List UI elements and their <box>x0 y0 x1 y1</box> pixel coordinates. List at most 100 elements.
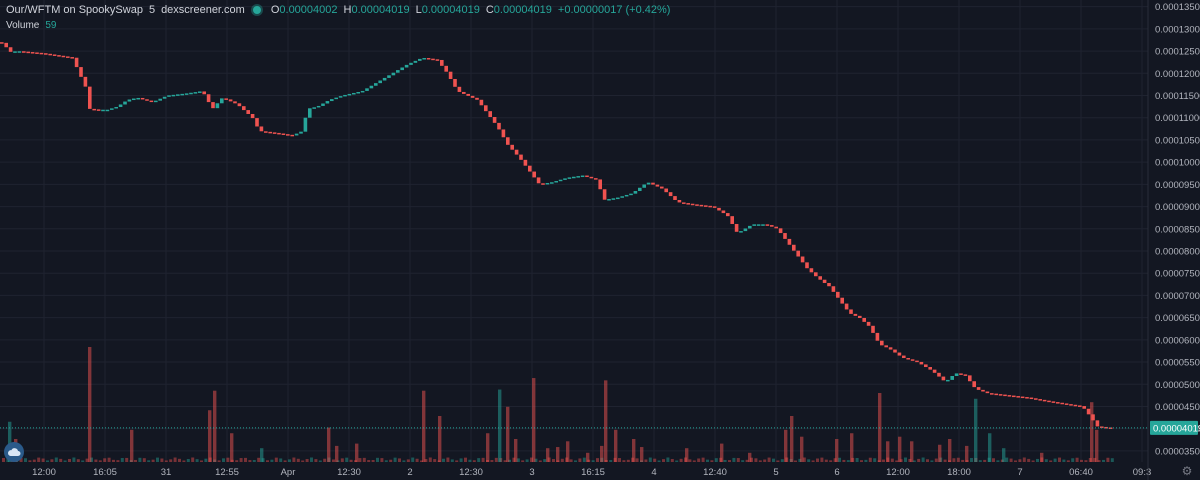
candle <box>704 205 708 207</box>
candle <box>316 105 321 108</box>
candle <box>748 225 752 229</box>
candle <box>1095 420 1100 427</box>
candle <box>602 189 607 200</box>
volume-bar <box>824 459 828 462</box>
volume-bar <box>534 458 538 462</box>
candle <box>448 71 453 79</box>
candle <box>607 199 611 201</box>
candle <box>1056 402 1060 404</box>
ohlc-open: O0.00004002 <box>270 4 338 16</box>
volume-bar <box>450 459 454 462</box>
volume-bar <box>965 445 969 462</box>
x-tick-label: 16:05 <box>93 467 117 478</box>
volume-bar <box>138 457 142 462</box>
candle <box>906 358 910 360</box>
volume-bar <box>459 458 463 462</box>
volume-bar <box>279 458 283 462</box>
candle <box>246 110 250 114</box>
candle <box>528 165 532 172</box>
cloud-icon[interactable] <box>4 442 24 462</box>
candle <box>242 106 246 111</box>
volume-bar <box>855 458 859 462</box>
candle <box>57 55 61 57</box>
volume-bar <box>112 459 115 462</box>
volume-bar <box>688 459 692 462</box>
candle <box>915 360 919 363</box>
volume-bar <box>274 457 278 462</box>
candle <box>1007 395 1012 397</box>
candle <box>259 126 264 132</box>
candle <box>303 117 308 132</box>
volume-bar <box>59 458 63 462</box>
candle <box>409 62 413 65</box>
x-tick-label: 2 <box>407 467 412 478</box>
candle <box>492 117 497 123</box>
candle <box>682 202 686 204</box>
candle <box>250 113 255 119</box>
volume-bar <box>217 460 221 462</box>
candle <box>343 94 347 97</box>
volume-bar <box>8 421 12 462</box>
volume-bar <box>898 436 902 462</box>
candle <box>453 78 457 87</box>
candle <box>893 349 897 353</box>
volume-bar <box>327 427 331 462</box>
candle <box>888 347 893 350</box>
volume-bar <box>798 458 802 462</box>
volume-bar <box>398 458 401 462</box>
candle <box>959 373 963 375</box>
candle <box>44 53 48 55</box>
volume-bar <box>486 433 490 462</box>
candle <box>193 92 198 94</box>
volume-bar <box>46 460 49 462</box>
interval-label[interactable]: 5 <box>148 4 156 16</box>
candle <box>968 375 972 382</box>
volume-bar <box>1090 402 1094 462</box>
candle <box>233 101 237 104</box>
candle <box>206 94 211 103</box>
volume-bar <box>632 439 636 462</box>
gear-icon[interactable]: ⚙ <box>1181 464 1193 478</box>
candle <box>866 321 871 326</box>
volume-bar <box>406 459 410 462</box>
candle <box>831 286 836 292</box>
volume-bar <box>758 460 762 462</box>
candle <box>220 98 224 104</box>
candle <box>620 196 624 198</box>
candle <box>699 204 704 207</box>
volume-bar <box>1097 460 1101 462</box>
volume-bar <box>1071 458 1075 462</box>
y-tick-label: 0.00003500 <box>1155 446 1200 457</box>
candle <box>334 97 338 100</box>
volume-bar <box>728 460 731 462</box>
volume-bar <box>868 457 872 462</box>
volume-bar <box>81 460 85 462</box>
volume-bar <box>978 460 982 462</box>
volume-bar <box>37 457 41 462</box>
volume-bar <box>622 460 626 462</box>
volume-bar <box>917 458 921 462</box>
candle <box>101 109 105 112</box>
candle <box>594 178 598 180</box>
candle <box>290 134 294 137</box>
volume-bar <box>142 458 146 462</box>
candle <box>413 60 418 63</box>
candle <box>739 231 743 233</box>
candle <box>840 297 844 304</box>
volume-bar <box>1040 452 1044 462</box>
candle <box>356 92 360 94</box>
volume-bar <box>516 458 520 462</box>
volume-bar <box>72 457 76 462</box>
volume-bar <box>794 460 797 462</box>
volume-bar <box>706 459 709 462</box>
